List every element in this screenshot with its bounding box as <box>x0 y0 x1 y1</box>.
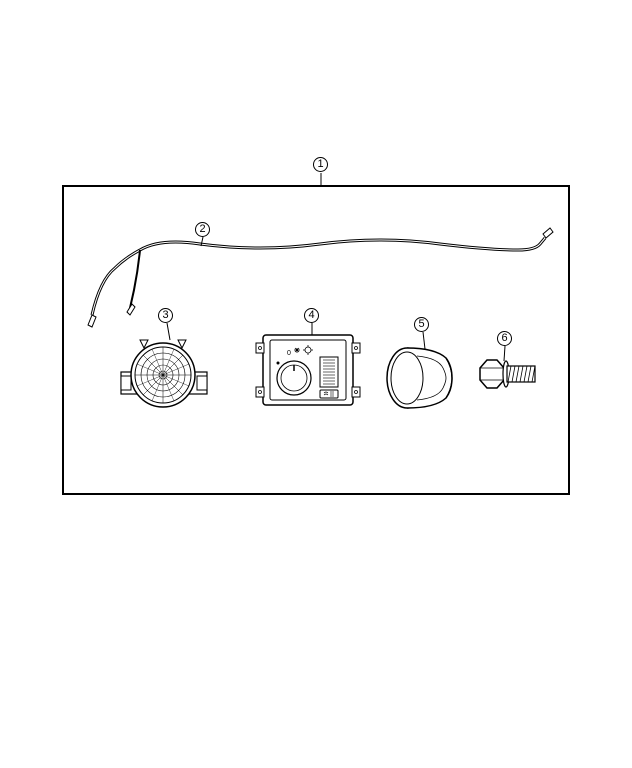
callout-1-label: 1 <box>313 157 328 172</box>
callout-6: 6 <box>497 331 512 346</box>
callout-1: 1 <box>313 157 328 172</box>
callout-2-label: 2 <box>195 222 210 237</box>
callout-5: 5 <box>414 317 429 332</box>
callout-5-label: 5 <box>414 317 429 332</box>
diagram-frame <box>62 185 570 495</box>
callout-3: 3 <box>158 308 173 323</box>
callout-6-label: 6 <box>497 331 512 346</box>
callout-4: 4 <box>304 308 319 323</box>
callout-4-label: 4 <box>304 308 319 323</box>
callout-3-label: 3 <box>158 308 173 323</box>
callout-2: 2 <box>195 222 210 237</box>
